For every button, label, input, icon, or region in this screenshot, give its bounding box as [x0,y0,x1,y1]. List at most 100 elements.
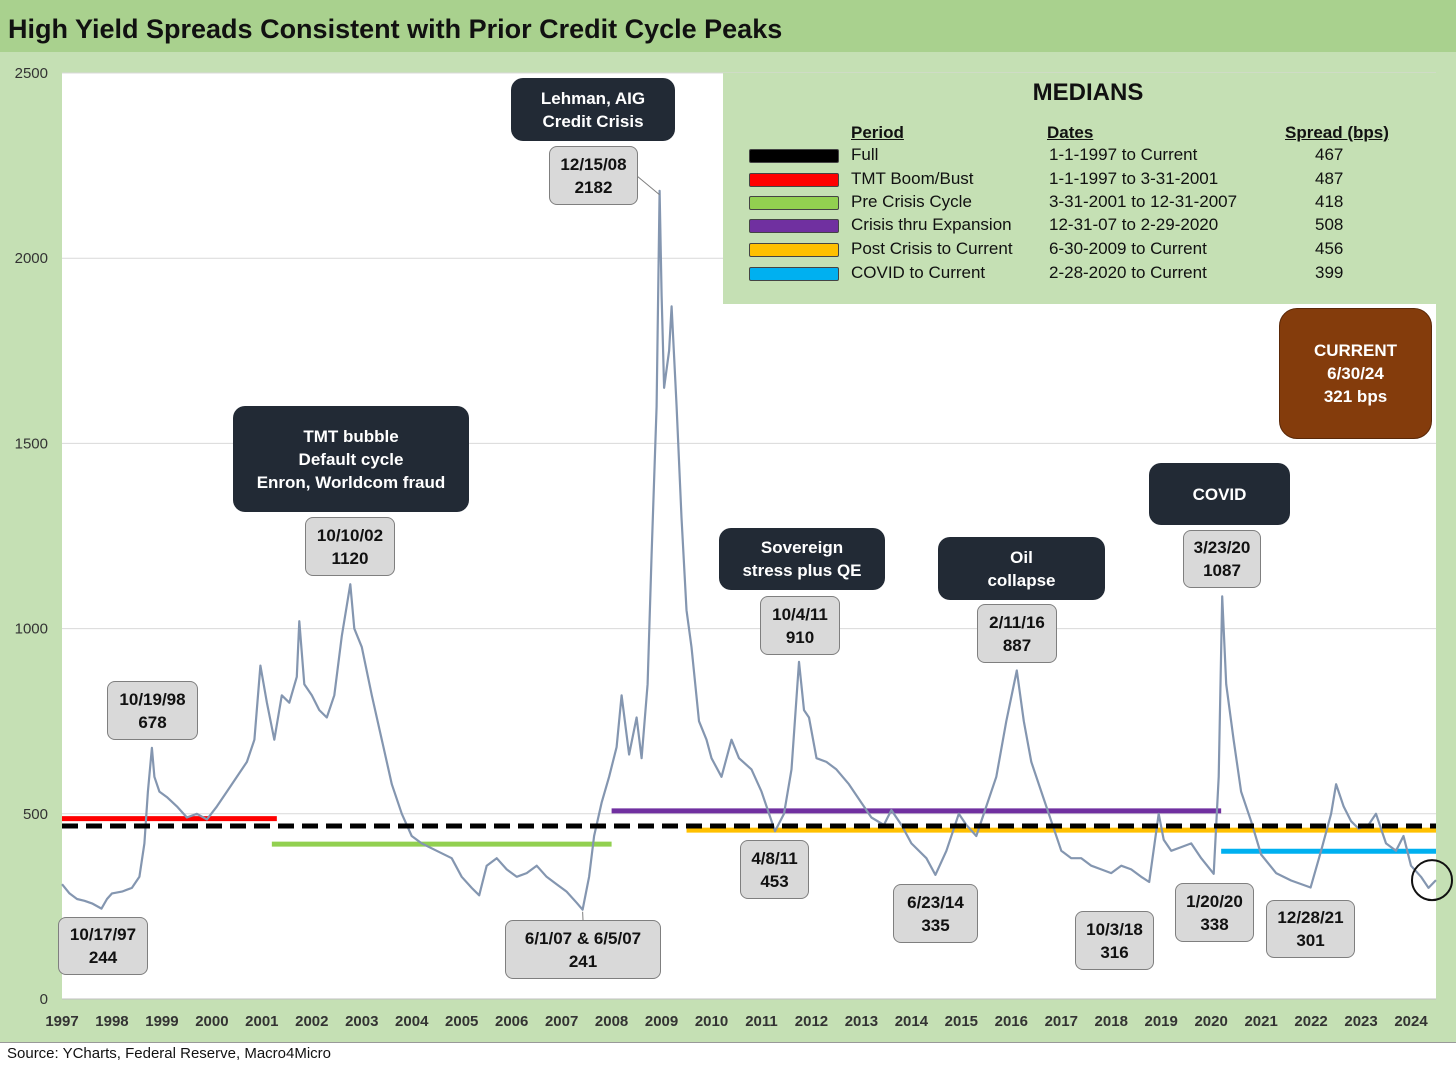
point-label-date: 4/8/11 [751,848,798,868]
x-tick-label: 2010 [695,1013,728,1030]
point-label-value: 1087 [1203,561,1241,580]
x-tick-label: 2023 [1344,1013,1377,1030]
point-label-date: 1/20/20 [1186,891,1243,911]
point-label: 10/19/98 678 [107,681,198,740]
chart-title: High Yield Spreads Consistent with Prior… [8,14,783,44]
point-label: 2/11/16 887 [977,604,1057,663]
y-tick-label: 1500 [15,435,48,452]
event-callout-tmt: TMT bubble Default cycle Enron, Worldcom… [233,406,469,512]
point-label: 10/17/97 244 [58,917,148,975]
legend-dates: 12-31-07 to 2-29-2020 [1049,215,1219,234]
point-label: 10/4/11 910 [760,596,840,655]
x-tick-label: 2002 [295,1013,328,1030]
x-tick-label: 2016 [995,1013,1028,1030]
legend-row: Full 1-1-1997 to Current 467 [723,145,1436,169]
medians-legend: MEDIANS Period Dates Spread (bps) Full 1… [723,73,1436,304]
x-tick-label: 2022 [1294,1013,1327,1030]
x-tick-label: 2015 [945,1013,978,1030]
point-label-value: 678 [138,712,167,732]
x-tick-label: 2000 [195,1013,228,1030]
legend-period: Crisis thru Expansion [851,215,1012,234]
x-tick-label: 1999 [145,1013,178,1030]
point-label: 10/3/18 316 [1075,911,1154,970]
point-label-value: 301 [1296,931,1325,950]
x-tick-label: 2019 [1145,1013,1178,1030]
legend-spread: 508 [1315,215,1344,234]
legend-period: Post Crisis to Current [851,239,1013,258]
x-tick-label: 2003 [345,1013,378,1030]
point-label-date: 12/28/21 [1277,908,1344,927]
y-tick-label: 0 [40,991,48,1008]
legend-row: Crisis thru Expansion 12-31-07 to 2-29-2… [723,215,1436,239]
x-tick-label: 2001 [245,1013,278,1030]
x-tick-label: 2007 [545,1013,578,1030]
legend-dates: 3-31-2001 to 12-31-2007 [1049,192,1238,211]
y-tick-label: 2500 [15,65,48,82]
point-label: 12/28/21 301 [1266,900,1355,958]
point-label: 6/23/14 335 [893,884,978,943]
current-date: 6/30/24 [1327,364,1384,383]
header-spread: Spread (bps) [1285,123,1389,142]
current-label: CURRENT [1313,341,1398,360]
spread-series-line [61,189,1437,911]
event-line: Credit Crisis [542,111,644,131]
legend-swatch [749,196,839,210]
x-tick-label: 2009 [645,1013,678,1030]
x-tick-label: 2012 [795,1013,828,1030]
point-label-date: 10/17/97 [69,925,137,944]
legend-row: TMT Boom/Bust 1-1-1997 to 3-31-2001 487 [723,169,1436,193]
event-callout-sovereign: Sovereign stress plus QE [719,528,885,590]
x-tick-label: 2005 [445,1013,478,1030]
legend-period: Pre Crisis Cycle [851,192,972,211]
legend-dates: 2-28-2020 to Current [1049,263,1207,282]
legend-row: COVID to Current 2-28-2020 to Current 39… [723,263,1436,287]
legend-spread: 418 [1315,192,1344,211]
event-line: Lehman, AIG [540,88,646,108]
event-line: TMT bubble [303,426,399,446]
y-tick-label: 1000 [15,621,48,638]
point-label-date: 10/10/02 [316,525,384,545]
x-tick-label: 2021 [1244,1013,1277,1030]
header-dates: Dates [1047,123,1094,142]
event-line: Default cycle [298,449,404,469]
event-callout-oil: Oil collapse [938,537,1105,600]
legend-spread: 467 [1315,145,1344,164]
event-callout-lehman: Lehman, AIG Credit Crisis [511,78,675,141]
x-tick-label: 2008 [595,1013,628,1030]
point-label-value: 2182 [574,177,613,197]
point-label-value: 241 [568,951,598,971]
event-line: Enron, Worldcom fraud [256,472,446,492]
legend-spread: 456 [1315,239,1344,258]
legend-row: Pre Crisis Cycle 3-31-2001 to 12-31-2007… [723,192,1436,216]
point-label-value: 910 [785,627,815,647]
point-label-date: 6/1/07 & 6/5/07 [524,928,642,948]
peak-connector [636,175,660,196]
title-bar: High Yield Spreads Consistent with Prior… [0,0,1456,52]
point-label-date: 6/23/14 [907,892,964,912]
point-label-date: 2/11/16 [989,612,1045,632]
divider [0,1042,1456,1043]
point-label-value: 316 [1100,942,1129,962]
event-callout-covid: COVID [1149,463,1290,525]
point-label-value: 453 [760,871,789,891]
x-tick-label: 2017 [1045,1013,1078,1030]
point-label-date: 10/3/18 [1086,919,1143,939]
point-label-date: 10/19/98 [119,689,186,709]
current-value-marker [1411,859,1453,902]
legend-spread: 399 [1315,263,1344,282]
event-line: Oil [1010,547,1033,567]
event-line: collapse [987,570,1056,590]
y-tick-label: 2000 [15,250,48,267]
point-label: 1/20/20 338 [1175,883,1254,942]
point-label-value: 887 [1002,635,1032,655]
event-line: COVID [1192,484,1247,504]
point-label: 10/10/02 1120 [305,517,395,576]
point-label-value: 338 [1200,914,1229,934]
point-label: 3/23/20 1087 [1183,530,1261,588]
point-label: 4/8/11 453 [740,840,809,899]
legend-spread: 487 [1315,169,1344,188]
x-tick-label: 2018 [1095,1013,1128,1030]
point-label: 6/1/07 & 6/5/07 241 [505,920,661,979]
x-tick-label: 2004 [395,1013,429,1030]
